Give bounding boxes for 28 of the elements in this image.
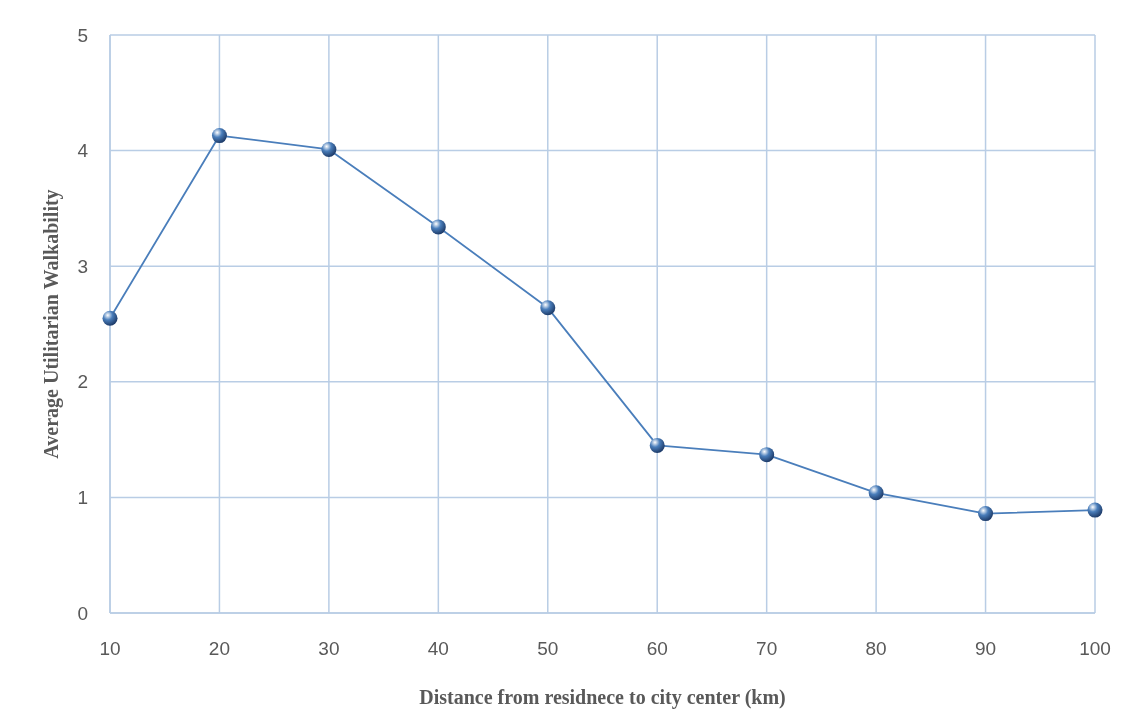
point: [211, 128, 227, 144]
point: [759, 447, 775, 463]
y-tick-label: 1: [77, 487, 88, 509]
y-tick-label: 5: [77, 24, 88, 46]
point: [649, 437, 665, 453]
x-tick-label: 30: [318, 638, 340, 659]
x-tick-label: 100: [1079, 638, 1111, 659]
y-tick-label: 2: [77, 371, 88, 393]
point: [430, 219, 446, 235]
point: [102, 310, 118, 326]
x-axis-title: Distance from residnece to city center (km): [419, 686, 786, 709]
x-tick-label: 10: [99, 638, 121, 659]
point: [868, 485, 884, 501]
point: [540, 300, 556, 316]
y-tick-label: 0: [77, 602, 88, 624]
x-tick-label: 40: [427, 638, 449, 659]
y-axis-title: Average Utilitarian Walkability: [40, 189, 63, 459]
point: [321, 141, 337, 157]
x-tick-label: 80: [865, 638, 887, 659]
y-tick-label: 3: [77, 255, 88, 277]
x-tick-label: 70: [756, 638, 778, 659]
point: [978, 506, 994, 522]
point: [1087, 502, 1103, 518]
x-tick-label: 90: [974, 638, 997, 659]
x-tick-label: 50: [537, 638, 559, 659]
x-tick-label: 60: [646, 638, 668, 659]
x-tick-label: 20: [208, 638, 231, 659]
y-tick-label: 4: [77, 140, 89, 162]
